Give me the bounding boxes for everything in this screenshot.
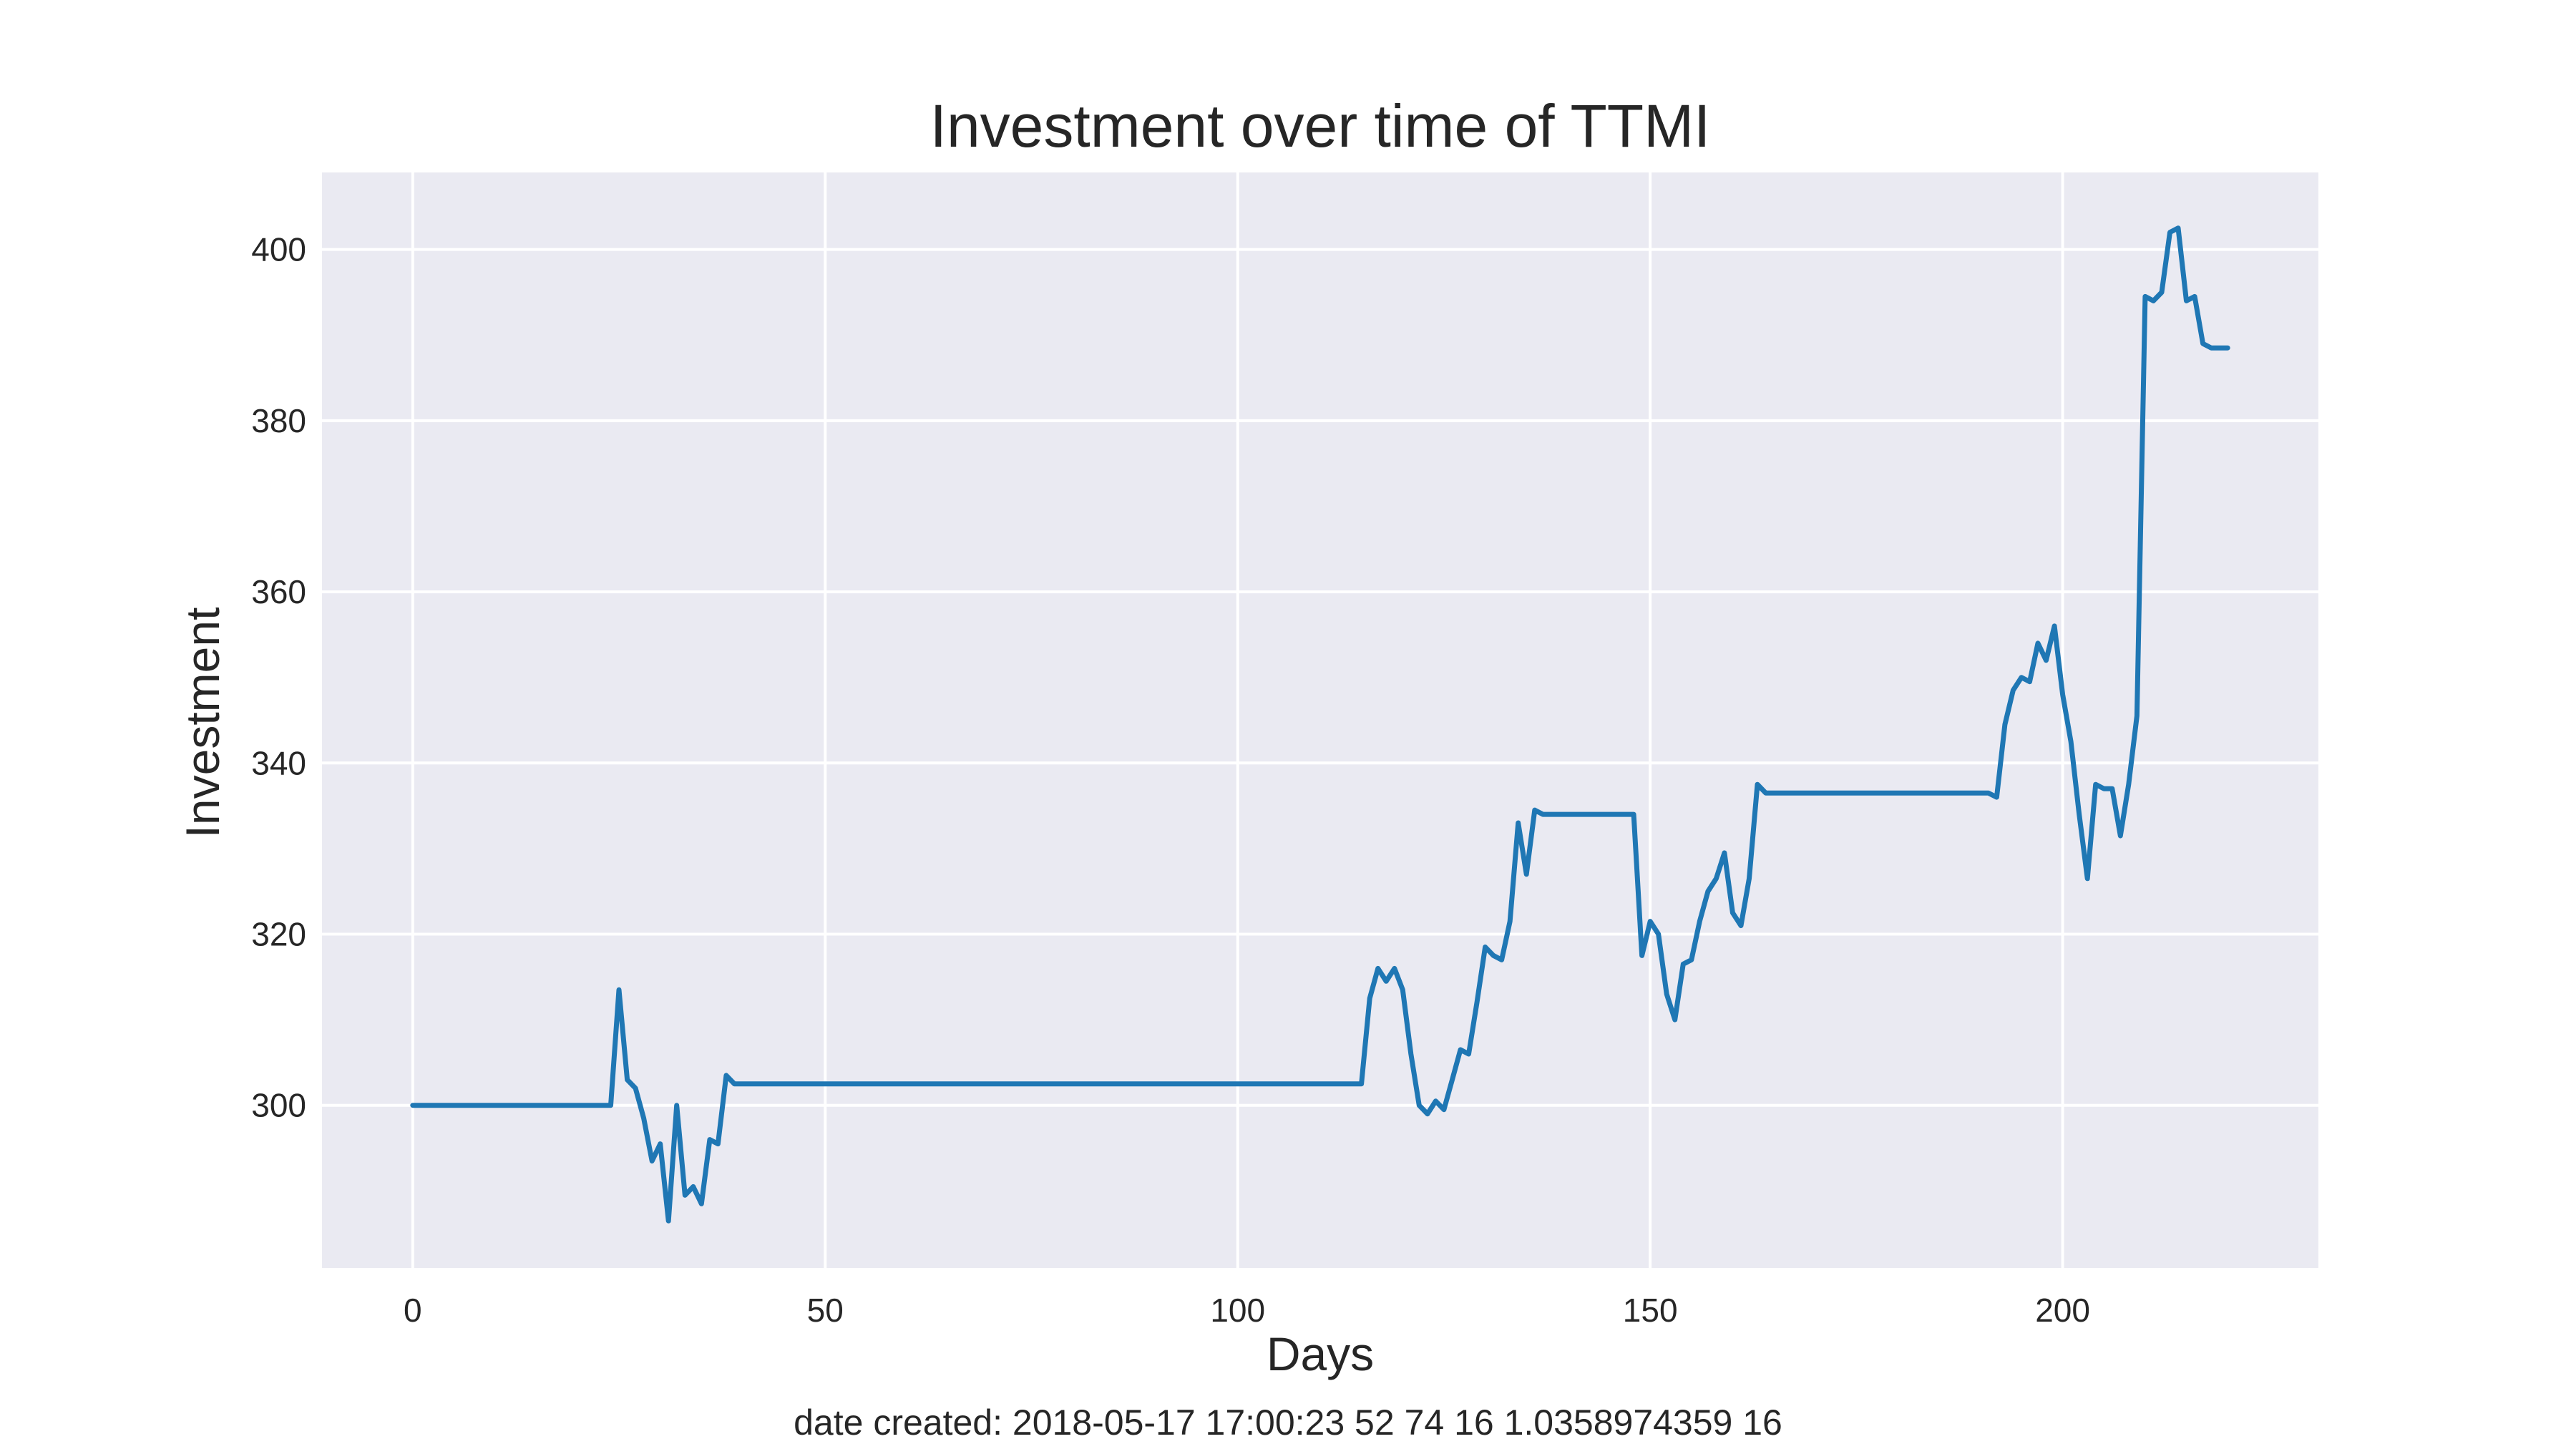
y-tick-label: 340	[251, 744, 306, 781]
plot-background	[322, 172, 2318, 1268]
x-tick-label: 200	[2035, 1292, 2090, 1329]
x-tick-label: 0	[404, 1292, 422, 1329]
x-axis-label: Days	[1267, 1327, 1374, 1380]
y-tick-label: 360	[251, 573, 306, 610]
y-axis-label: Investment	[176, 608, 229, 839]
date-created-caption: date created: 2018-05-17 17:00:23 52 74 …	[794, 1402, 1782, 1443]
series-line	[410, 225, 2230, 1224]
chart-title: Investment over time of TTMI	[930, 92, 1711, 160]
x-tick-label: 50	[807, 1292, 844, 1329]
y-tick-label: 320	[251, 916, 306, 953]
grid	[322, 172, 2318, 1268]
y-tick-label: 400	[251, 231, 306, 268]
x-tick-label: 100	[1210, 1292, 1265, 1329]
y-tick-label: 300	[251, 1087, 306, 1124]
tick-labels: 0 50 100 150 200 300 320 340 360 380 400	[251, 231, 2090, 1329]
x-tick-label: 150	[1623, 1292, 1678, 1329]
y-tick-label: 380	[251, 402, 306, 439]
series-layer	[410, 225, 2230, 1224]
